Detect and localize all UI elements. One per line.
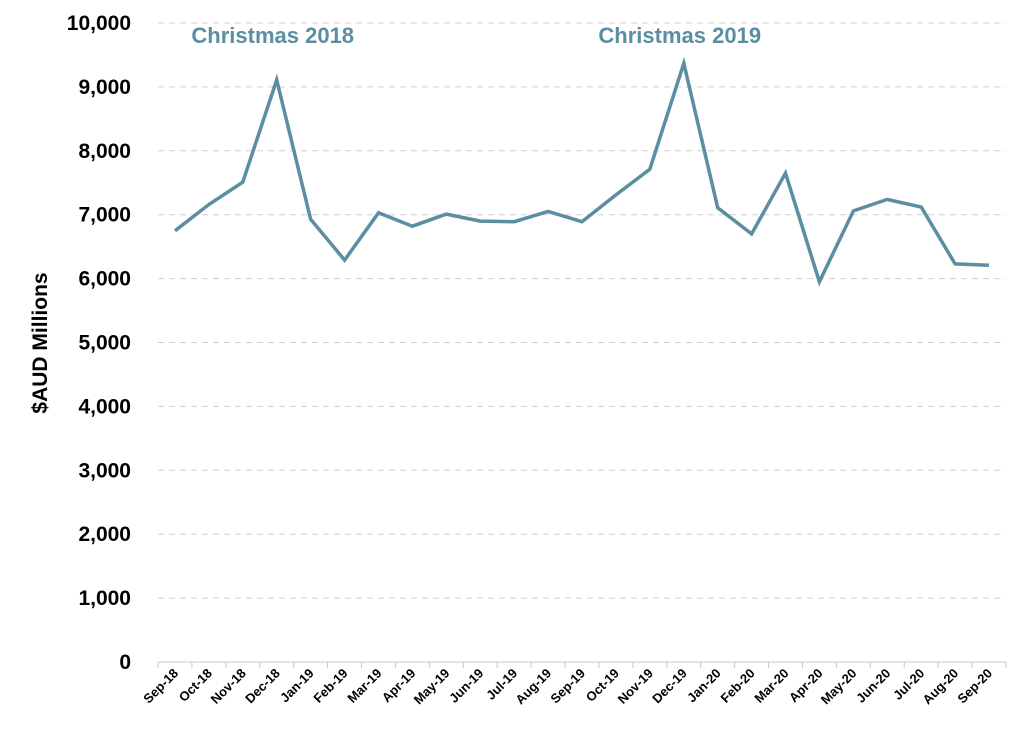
annotations: Christmas 2018 Christmas 2019 bbox=[191, 23, 761, 48]
x-tick-label: Nov-18 bbox=[208, 666, 249, 707]
annotation-label: Christmas 2018 bbox=[191, 23, 354, 48]
x-tick-label: Mar-20 bbox=[751, 666, 791, 706]
x-tick-label: May-20 bbox=[818, 666, 860, 708]
y-tick-label: 1,000 bbox=[78, 587, 131, 610]
y-tick-label: 2,000 bbox=[78, 523, 131, 546]
x-tick-label: Sep-19 bbox=[547, 666, 588, 707]
y-tick-label: 6,000 bbox=[78, 268, 131, 291]
y-tick-label: 10,000 bbox=[67, 12, 131, 35]
x-tick-label: Feb-20 bbox=[717, 666, 757, 706]
y-tick-label: 7,000 bbox=[78, 204, 131, 227]
annotation-label: Christmas 2019 bbox=[598, 23, 761, 48]
x-tick-label: Dec-19 bbox=[649, 666, 690, 707]
y-axis-label: $AUD Millions bbox=[29, 272, 52, 413]
grid-lines bbox=[158, 22, 1006, 599]
x-tick-label: Jun-19 bbox=[446, 666, 486, 706]
series-layer bbox=[173, 56, 990, 287]
x-tick-label: Dec-18 bbox=[242, 666, 283, 707]
x-tick-label: May-19 bbox=[411, 666, 453, 708]
x-tick-label: Aug-20 bbox=[919, 666, 961, 708]
x-tick-label: Jun-20 bbox=[853, 666, 893, 706]
y-tick-label: 8,000 bbox=[78, 140, 131, 163]
x-tick-label: Aug-19 bbox=[512, 666, 554, 708]
axes bbox=[157, 661, 1007, 668]
series-line bbox=[173, 56, 990, 287]
x-tick-label: Sep-18 bbox=[140, 666, 181, 707]
x-tick-label: Jan-20 bbox=[684, 666, 724, 706]
y-tick-label: 4,000 bbox=[78, 395, 131, 418]
y-tick-label: 5,000 bbox=[78, 332, 131, 355]
y-axis-tick-labels: 0 1,000 2,000 3,000 4,000 5,000 6,000 7,000 8,00… bbox=[67, 12, 131, 674]
x-tick-label: Feb-19 bbox=[310, 666, 350, 706]
y-tick-label: 0 bbox=[119, 651, 131, 674]
x-tick-label: Mar-19 bbox=[344, 666, 384, 706]
x-axis-tick-labels: Sep-18Oct-18Nov-18Dec-18Jan-19Feb-19Mar-… bbox=[140, 666, 995, 708]
x-tick-label: Nov-19 bbox=[615, 666, 656, 707]
x-tick-label: Jan-19 bbox=[277, 666, 317, 706]
y-tick-label: 9,000 bbox=[78, 76, 131, 99]
x-tick-label: Sep-20 bbox=[954, 666, 995, 707]
y-tick-label: 3,000 bbox=[78, 459, 131, 482]
